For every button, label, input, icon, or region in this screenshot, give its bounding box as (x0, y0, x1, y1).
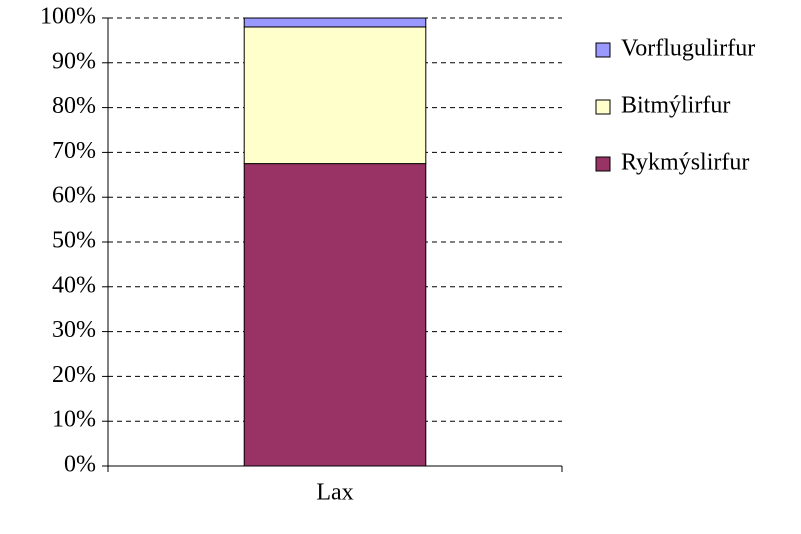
bar-segment (243, 17, 427, 28)
y-tick-label: 70% (52, 138, 96, 164)
y-tick-label: 30% (52, 317, 96, 343)
y-tick-label: 100% (40, 4, 96, 30)
legend-swatch (595, 156, 611, 172)
legend-label: Rykmýslirfur (621, 150, 749, 176)
legend-label: Vorflugulirfur (621, 36, 755, 62)
y-tick-label: 60% (52, 183, 96, 209)
y-tick-label: 20% (52, 362, 96, 388)
bar-segment (243, 163, 427, 467)
y-tick-label: 80% (52, 93, 96, 119)
legend-swatch (595, 42, 611, 58)
legend-swatch (595, 99, 611, 115)
y-tick-label: 40% (52, 272, 96, 298)
bar-segment (243, 26, 427, 165)
y-tick-label: 50% (52, 228, 96, 254)
y-tick-label: 10% (52, 407, 96, 433)
y-tick-label: 0% (64, 452, 96, 478)
x-tick-label: Lax (316, 480, 353, 506)
y-tick-label: 90% (52, 48, 96, 74)
legend-label: Bitmýlirfur (621, 93, 730, 119)
